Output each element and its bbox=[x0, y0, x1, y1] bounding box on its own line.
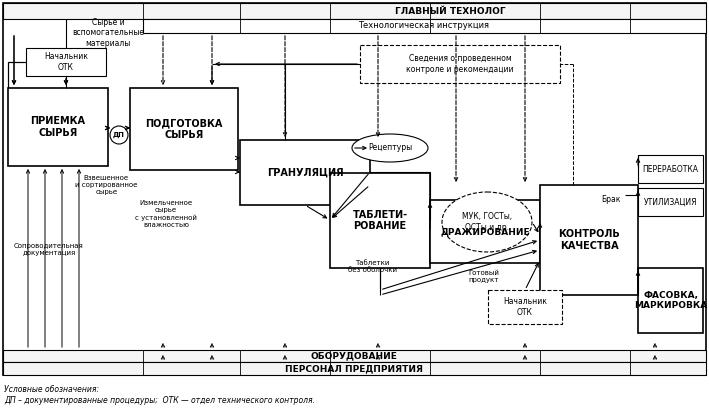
Bar bbox=[330, 173, 430, 268]
Text: КОНТРОЛЬ
КАЧЕСТВА: КОНТРОЛЬ КАЧЕСТВА bbox=[558, 229, 620, 251]
Bar bbox=[3, 362, 706, 375]
Ellipse shape bbox=[442, 192, 532, 252]
Text: Таблетки
без оболочки: Таблетки без оболочки bbox=[348, 260, 397, 273]
Text: ДП – документированные процедуры;  ОТК — отдел технического контроля.: ДП – документированные процедуры; ОТК — … bbox=[4, 396, 315, 405]
Text: УТИЛИЗАЦИЯ: УТИЛИЗАЦИЯ bbox=[644, 197, 697, 206]
Text: Брак: Брак bbox=[601, 196, 620, 204]
Bar bbox=[638, 155, 703, 183]
Bar bbox=[3, 3, 706, 375]
Text: Начальник
ОТК: Начальник ОТК bbox=[503, 297, 547, 317]
Text: ПРИЕМКА
СЫРЬЯ: ПРИЕМКА СЫРЬЯ bbox=[30, 116, 86, 138]
Text: ОБОРУДОВАНИЕ: ОБОРУДОВАНИЕ bbox=[311, 352, 398, 360]
Bar bbox=[143, 19, 706, 33]
Bar bbox=[26, 48, 106, 76]
Text: ПЕРСОНАЛ ПРЕДПРИЯТИЯ: ПЕРСОНАЛ ПРЕДПРИЯТИЯ bbox=[285, 364, 423, 373]
Text: Условные обозначения:: Условные обозначения: bbox=[4, 385, 99, 394]
Text: Начальник
ОТК: Начальник ОТК bbox=[44, 52, 88, 72]
Text: Сопроводительная
документация: Сопроводительная документация bbox=[14, 243, 84, 256]
Bar bbox=[638, 268, 703, 333]
Text: ДП: ДП bbox=[113, 132, 125, 138]
Text: ТАБЛЕТИ-
РОВАНИЕ: ТАБЛЕТИ- РОВАНИЕ bbox=[352, 210, 408, 231]
Text: МУК, ГОСТы,
ОСТы и др.: МУК, ГОСТы, ОСТы и др. bbox=[462, 212, 512, 232]
Bar bbox=[8, 88, 108, 166]
Text: ПЕРЕРАБОТКА: ПЕРЕРАБОТКА bbox=[642, 165, 698, 173]
Bar bbox=[540, 185, 638, 295]
Text: Сведения о проведенном
контроле и рекомендации: Сведения о проведенном контроле и рекоме… bbox=[406, 54, 514, 74]
Bar bbox=[3, 350, 706, 362]
Text: Готовый
продукт: Готовый продукт bbox=[468, 270, 499, 283]
Text: ПОДГОТОВКА
СЫРЬЯ: ПОДГОТОВКА СЫРЬЯ bbox=[145, 118, 223, 140]
Text: Взвешенное
и сортированное
сырье: Взвешенное и сортированное сырье bbox=[75, 175, 138, 195]
Text: Технологическая инструкция: Технологическая инструкция bbox=[359, 21, 489, 31]
Bar bbox=[360, 45, 560, 83]
Text: ГРАНУЛЯЦИЯ: ГРАНУЛЯЦИЯ bbox=[267, 168, 343, 178]
Bar bbox=[240, 140, 370, 205]
Bar bbox=[430, 200, 540, 263]
Text: ФАСОВКА,
МАРКИРОВКА: ФАСОВКА, МАРКИРОВКА bbox=[634, 291, 707, 310]
Bar bbox=[488, 290, 562, 324]
Bar bbox=[3, 3, 706, 19]
Bar bbox=[638, 188, 703, 216]
Ellipse shape bbox=[352, 134, 428, 162]
Text: ДРАЖИРОВАНИЕ: ДРАЖИРОВАНИЕ bbox=[440, 227, 530, 236]
Text: Рецептуры: Рецептуры bbox=[368, 143, 412, 153]
Text: Сырье и
вспомогательные
материалы: Сырье и вспомогательные материалы bbox=[72, 18, 144, 48]
Bar bbox=[130, 88, 238, 170]
Text: Измельченное
сырье
с установленной
влажностью: Измельченное сырье с установленной влажн… bbox=[135, 200, 197, 227]
Text: ГЛАВНЫЙ ТЕХНОЛОГ: ГЛАВНЫЙ ТЕХНОЛОГ bbox=[395, 7, 506, 15]
